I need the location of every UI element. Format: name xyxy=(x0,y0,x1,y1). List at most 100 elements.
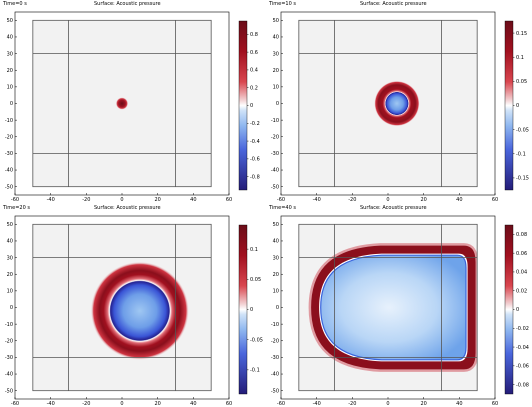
y-tick-label: -50 xyxy=(5,184,13,190)
colorbar-tick-label: 0 xyxy=(250,103,253,109)
y-tick-label: -10 xyxy=(271,118,279,124)
heatmap-plot: -60 -40 -20 0 20 40 60 50 40 30 20 10 0 -10 -20 -30 -40 -… xyxy=(5,11,260,203)
y-tick-label: -40 xyxy=(5,372,13,378)
y-tick-label: 30 xyxy=(7,51,13,57)
colorbar-tick-label: -0.08 xyxy=(516,382,529,388)
y-tick-label: 30 xyxy=(273,51,279,57)
colorbar-tick-label: 0.05 xyxy=(516,79,527,85)
colorbar-tick-label: 0.6 xyxy=(250,50,258,56)
x-tick-label: -60 xyxy=(277,401,285,407)
colorbar-tick-label: -0.05 xyxy=(250,337,263,343)
time-label: Time=0 s xyxy=(3,1,27,7)
colorbar-tick-label: 0.8 xyxy=(250,32,258,38)
colorbar-tick-label: -0.8 xyxy=(250,174,260,180)
colorbar xyxy=(504,224,514,395)
panel-time-0: Time=0 s Surface: Acoustic pressure -60 -… xyxy=(0,0,266,203)
colorbar-tick-label: -0.1 xyxy=(516,151,526,157)
y-tick-label: -10 xyxy=(271,322,279,328)
y-tick-label: 10 xyxy=(7,85,13,91)
x-tick-label: 0 xyxy=(386,197,389,203)
y-tick-label: 20 xyxy=(273,68,279,74)
y-tick-label: 50 xyxy=(273,222,279,228)
pressure-field xyxy=(374,80,420,127)
x-tick-label: 0 xyxy=(386,401,389,407)
y-tick-label: 20 xyxy=(7,272,13,278)
y-tick-label: -30 xyxy=(271,355,279,361)
y-tick-label: 10 xyxy=(273,85,279,91)
colorbar-tick-label: 0.1 xyxy=(250,247,258,253)
y-tick-label: 40 xyxy=(7,35,13,41)
colorbar-tick-label: 0.08 xyxy=(516,232,527,238)
y-tick-label: 50 xyxy=(273,18,279,24)
pressure-field xyxy=(115,97,129,110)
panel-time-10: Time=10 s Surface: Acoustic pressure -60… xyxy=(266,0,532,203)
colorbar xyxy=(238,224,248,395)
y-tick-label: -50 xyxy=(271,184,279,190)
y-tick-label: 10 xyxy=(273,289,279,295)
colorbar-tick-label: -0.05 xyxy=(516,127,529,133)
x-tick-label: -40 xyxy=(313,197,321,203)
y-tick-label: -30 xyxy=(271,151,279,157)
colorbar xyxy=(238,20,248,191)
x-tick-label: -60 xyxy=(11,197,19,203)
y-tick-label: -50 xyxy=(5,388,13,394)
y-tick-label: -40 xyxy=(271,372,279,378)
y-tick-label: 10 xyxy=(7,289,13,295)
y-tick-label: -30 xyxy=(5,151,13,157)
time-label: Time=10 s xyxy=(269,1,296,7)
y-tick-label: -20 xyxy=(271,338,279,344)
x-tick-label: -20 xyxy=(82,401,90,407)
pressure-field xyxy=(308,243,478,372)
colorbar-tick-label: 0.15 xyxy=(516,31,527,37)
colorbar-tick-label: 0.4 xyxy=(250,68,258,74)
pressure-ring xyxy=(374,80,420,127)
x-tick-label: 20 xyxy=(420,197,426,203)
y-tick-label: 20 xyxy=(273,272,279,278)
x-tick-label: 20 xyxy=(154,401,160,407)
heatmap-plot: -60 -40 -20 0 20 40 60 50 40 30 20 10 0 -10 -20 -30 -40 -… xyxy=(271,11,529,203)
y-tick-label: 30 xyxy=(273,255,279,261)
plot-title: Surface: Acoustic pressure xyxy=(94,1,161,7)
colorbar-tick-label: 0.05 xyxy=(250,277,261,283)
y-tick-label: -40 xyxy=(5,168,13,174)
y-tick-label: -30 xyxy=(5,355,13,361)
colorbar-tick-label: -0.04 xyxy=(516,345,529,351)
x-tick-label: -20 xyxy=(348,401,356,407)
colorbar-tick-label: 0 xyxy=(516,307,519,313)
y-tick-label: 50 xyxy=(7,222,13,228)
colorbar-tick-label: -0.15 xyxy=(516,176,529,182)
x-tick-label: 20 xyxy=(154,197,160,203)
domain-border xyxy=(32,223,212,392)
heatmap-plot: -60 -40 -20 0 20 40 60 50 40 30 20 10 0 -10 -20 -30 -40 -… xyxy=(5,215,263,407)
x-tick-label: -40 xyxy=(47,401,55,407)
y-tick-label: -20 xyxy=(5,338,13,344)
pressure-field xyxy=(90,261,189,360)
y-tick-label: 20 xyxy=(7,68,13,74)
y-tick-label: 40 xyxy=(7,239,13,245)
x-tick-label: 60 xyxy=(492,401,498,407)
heatmap-plot: -60 -40 -20 0 20 40 60 50 40 30 20 10 0 -10 -20 -30 -40 -… xyxy=(271,215,529,407)
colorbar-tick-label: -0.4 xyxy=(250,139,260,145)
y-tick-label: 0 xyxy=(276,101,279,107)
wavefront-rarefaction xyxy=(320,254,467,361)
colorbar-tick-label: 0.2 xyxy=(250,85,258,91)
pressure-pulse xyxy=(115,97,129,110)
colorbar-tick-label: 0.1 xyxy=(516,55,524,61)
colorbar xyxy=(504,20,514,191)
colorbar-tick-label: 0.02 xyxy=(516,288,527,294)
plot-title: Surface: Acoustic pressure xyxy=(360,1,427,7)
y-tick-label: -50 xyxy=(271,388,279,394)
colorbar-tick-label: -0.2 xyxy=(250,121,260,127)
y-tick-label: 40 xyxy=(273,35,279,41)
colorbar-tick-label: -0.06 xyxy=(516,364,529,370)
domain-border xyxy=(298,19,478,188)
y-tick-label: -20 xyxy=(5,134,13,140)
pressure-ring xyxy=(90,261,189,360)
domain-border xyxy=(32,19,212,188)
y-tick-label: 50 xyxy=(7,18,13,24)
x-tick-label: -60 xyxy=(11,401,19,407)
colorbar-tick-label: 0 xyxy=(516,103,519,109)
colorbar-tick-label: -0.6 xyxy=(250,157,260,163)
time-label: Time=20 s xyxy=(3,205,30,211)
x-tick-label: 60 xyxy=(226,197,232,203)
